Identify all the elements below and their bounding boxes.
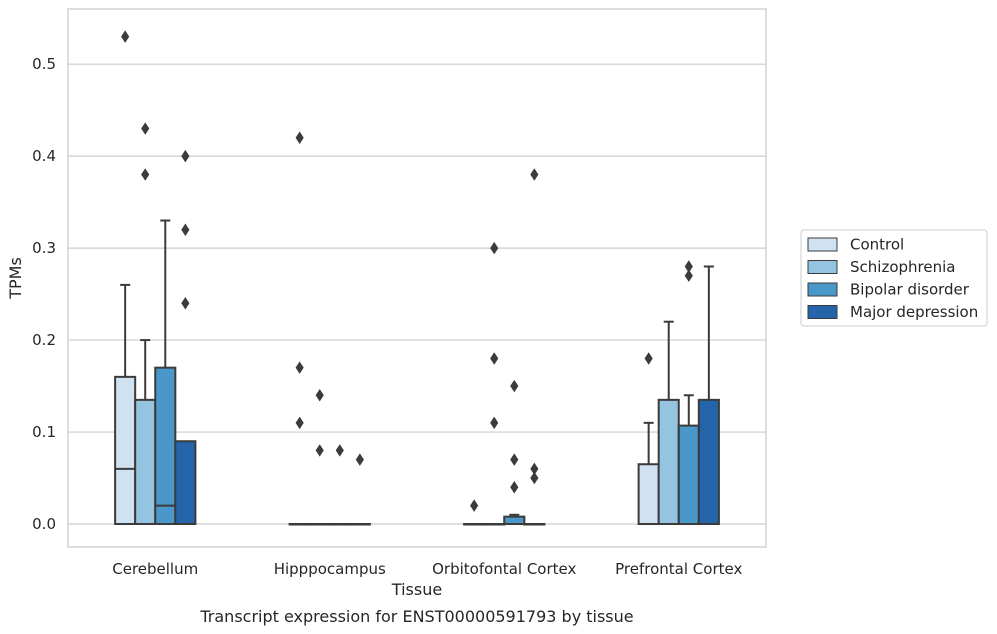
- y-tick-label: 0.4: [32, 147, 56, 165]
- box-rect: [154, 366, 177, 526]
- legend-swatch: [807, 260, 838, 274]
- plot-frame: [67, 8, 767, 548]
- box-rect: [503, 515, 526, 526]
- box-rect: [174, 440, 197, 526]
- outlier-point: [530, 471, 539, 485]
- box-3-1: [657, 320, 680, 526]
- outlier-point: [490, 416, 499, 430]
- box-2-1: [483, 523, 506, 526]
- legend-frame: [800, 229, 988, 327]
- outlier-point: [141, 168, 150, 181]
- outlier-point: [181, 149, 190, 163]
- box-0-3: [174, 440, 197, 526]
- box-2-3: [523, 523, 546, 526]
- outlier-point: [355, 453, 364, 466]
- box-0-1: [134, 339, 157, 526]
- outlier-points: [121, 30, 693, 512]
- x-tick-label: Orbitofontal Cortex: [432, 560, 576, 578]
- outlier-point: [510, 453, 519, 466]
- box-1-3: [348, 523, 371, 526]
- box-rect: [637, 463, 660, 526]
- x-tick-label: Hipppocampus: [274, 560, 386, 578]
- y-tick-labels: 0.0 0.1 0.2 0.3 0.4 0.5: [32, 55, 56, 533]
- box-1-1: [308, 523, 331, 526]
- outlier-point: [530, 168, 539, 181]
- box-2-2: [503, 513, 526, 526]
- outlier-point: [295, 131, 304, 144]
- box-1-2: [328, 523, 351, 526]
- legend-swatch: [807, 305, 838, 319]
- outlier-point: [181, 297, 190, 310]
- x-axis-title: Tissue: [391, 580, 442, 599]
- box-rect: [677, 424, 700, 526]
- outlier-point: [510, 480, 519, 494]
- legend-swatch: [807, 237, 838, 252]
- y-tick-label: 0.5: [32, 55, 56, 73]
- outlier-point: [470, 499, 479, 512]
- outlier-point: [490, 352, 499, 365]
- y-axis-title: TPMs: [6, 257, 25, 300]
- y-tick-label: 0.0: [32, 515, 56, 533]
- legend-label: Bipolar disorder: [850, 281, 970, 299]
- outlier-point: [315, 389, 324, 402]
- outlier-point: [121, 30, 130, 43]
- plot-boxes: [114, 219, 720, 526]
- outlier-point: [295, 416, 304, 430]
- outlier-point: [295, 361, 304, 374]
- box-0-2: [154, 219, 177, 526]
- box-0-0: [114, 283, 137, 526]
- box-3-3: [697, 265, 720, 526]
- outlier-point: [644, 352, 653, 365]
- box-rect: [134, 398, 157, 526]
- legend-swatch: [807, 282, 838, 297]
- outlier-point: [335, 444, 344, 457]
- box-2-0: [463, 523, 486, 526]
- box-rect: [657, 398, 680, 526]
- legend: Control Schizophrenia Bipolar disorder Majo…: [800, 229, 988, 327]
- box-rect: [114, 375, 137, 526]
- legend-label: Major depression: [850, 303, 978, 321]
- chart-caption: Transcript expression for ENST0000059179…: [199, 607, 633, 626]
- y-tick-label: 0.3: [32, 239, 56, 257]
- outlier-point: [684, 269, 693, 282]
- y-tick-label: 0.1: [32, 423, 56, 441]
- y-tick-label: 0.2: [32, 331, 56, 349]
- x-tick-label: Cerebellum: [112, 560, 198, 578]
- legend-label: Schizophrenia: [850, 258, 955, 276]
- x-tick-label: Prefrontal Cortex: [615, 560, 742, 578]
- x-tick-labels: Cerebellum Hipppocampus Orbitofontal Corte…: [112, 560, 742, 578]
- outlier-point: [490, 241, 499, 255]
- outlier-point: [510, 379, 519, 393]
- outlier-point: [141, 122, 150, 135]
- legend-label: Control: [850, 236, 904, 254]
- outlier-point: [181, 223, 190, 236]
- box-rect: [697, 398, 720, 526]
- box-3-0: [637, 421, 660, 526]
- outlier-point: [315, 444, 324, 457]
- box-3-2: [677, 394, 700, 526]
- box-1-0: [288, 523, 311, 526]
